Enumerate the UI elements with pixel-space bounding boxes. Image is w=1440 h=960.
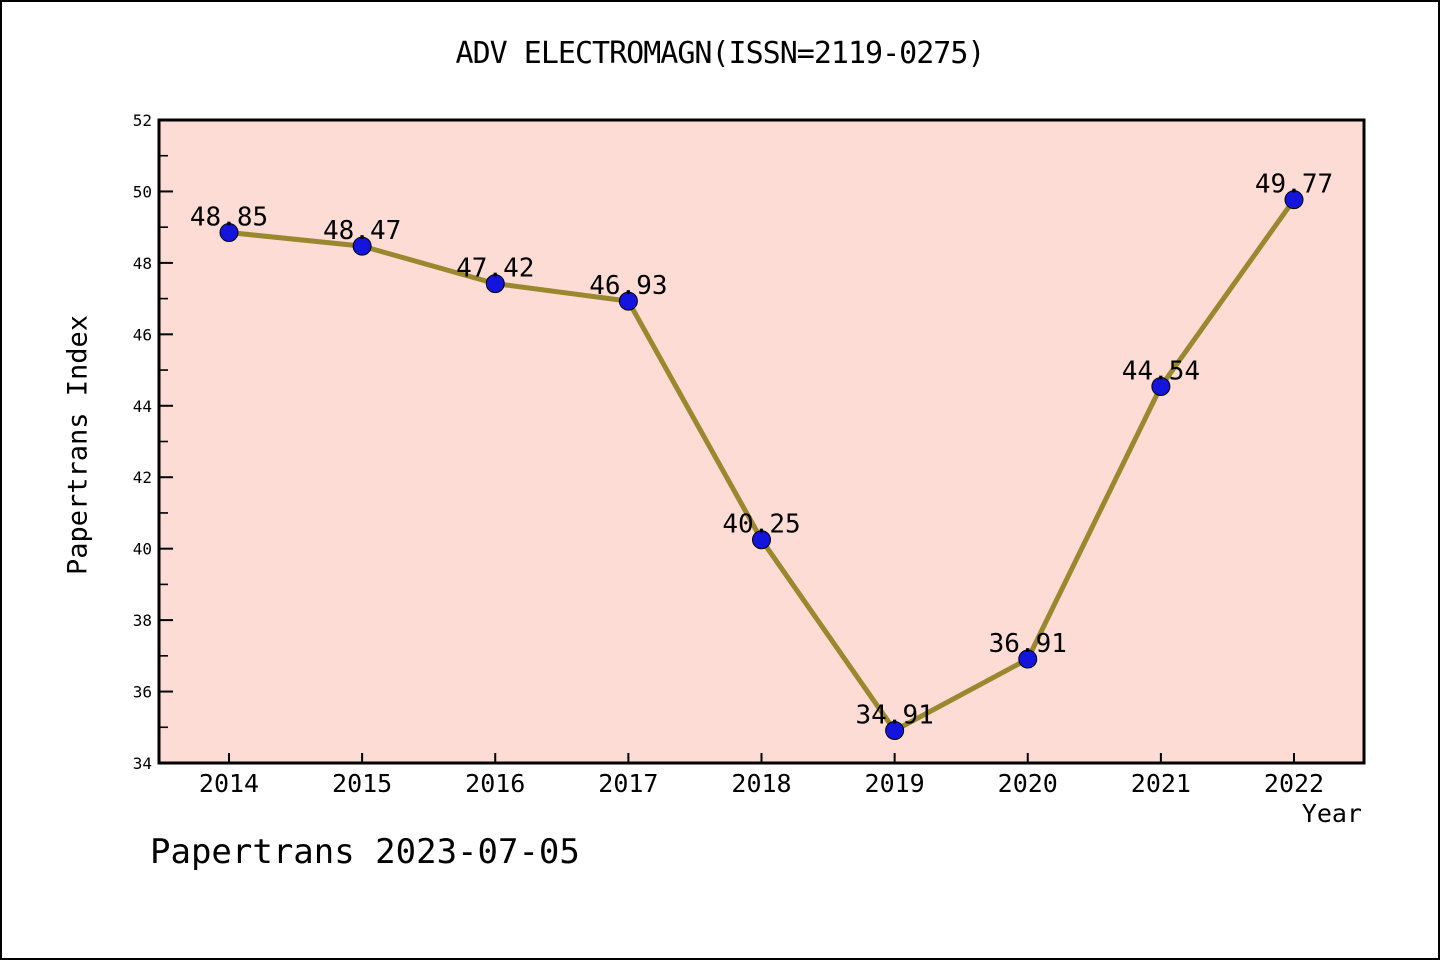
data-point [1284,190,1304,210]
data-point [485,274,505,294]
data-point [1018,649,1038,669]
data-point [752,530,771,550]
x-tick-label: 2016 [465,769,525,798]
x-tick-label: 2018 [731,769,791,798]
data-point-label: 49.77 [1255,170,1333,200]
plot-area [157,118,1366,765]
x-tick-label: 2015 [332,769,392,798]
data-point [219,223,239,243]
y-tick-label: 40 [133,540,152,559]
y-tick-label: 52 [133,111,152,130]
data-point-label: 47.42 [456,254,534,284]
x-tick-label: 2019 [865,769,925,798]
x-tick-label: 2017 [598,769,658,798]
data-point-label: 48.47 [323,216,401,246]
data-point-label: 48.85 [190,203,268,233]
x-tick-label: 2020 [998,769,1058,798]
x-tick-label: 2021 [1131,769,1191,798]
data-point [885,720,905,740]
x-tick-label: 2022 [1264,769,1324,798]
y-tick-label: 36 [133,683,152,702]
watermark-text: Papertrans 2023-07-05 [150,832,580,872]
chart-title: ADV ELECTROMAGN(ISSN=2119-0275) [455,36,986,71]
y-tick-label: 44 [133,397,152,416]
y-tick-label: 48 [133,254,152,273]
y-tick-label: 42 [133,468,152,487]
data-point-label: 44.54 [1122,356,1200,386]
data-point-label: 46.93 [589,271,667,301]
data-point-label: 36.91 [989,629,1067,659]
y-axis-label: Papertrans Index [62,314,94,576]
y-tick-label: 38 [133,611,152,630]
y-tick-label: 50 [133,182,152,201]
data-point [352,236,372,256]
data-point [618,291,638,311]
x-tick-label: 2014 [199,769,259,798]
data-point-label: 40.25 [722,510,800,540]
data-point-label: 34.91 [855,700,933,730]
x-axis-label: Year [1301,799,1362,828]
y-tick-label: 34 [133,754,152,773]
data-point [1151,376,1171,396]
y-tick-label: 46 [133,325,152,344]
